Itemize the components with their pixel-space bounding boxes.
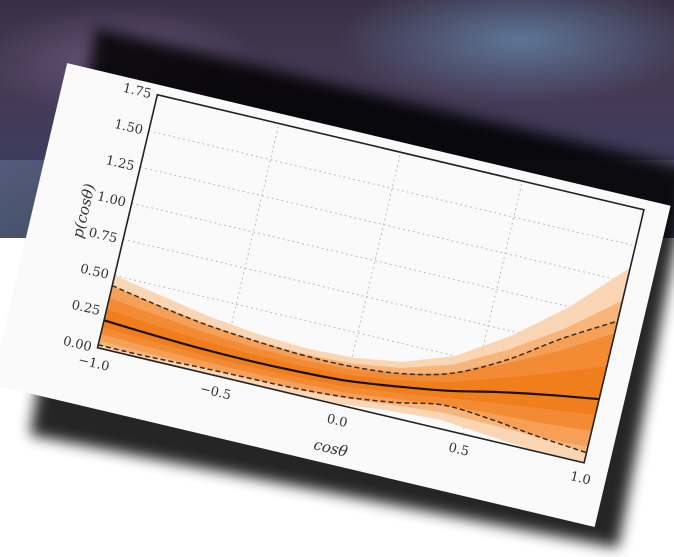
x-gridline <box>218 123 280 377</box>
x-tick-label: 0.0 <box>325 412 349 431</box>
y-tick-label: 0.50 <box>79 262 111 283</box>
x-gridline <box>340 152 402 406</box>
uncertainty-band <box>97 267 631 463</box>
plot-frame <box>96 93 645 464</box>
chart: 0.00 0.25 0.50 0.75 1.00 1.25 1.50 1.75 −1.0 −0.… <box>61 81 645 489</box>
upper-bound-line <box>111 284 618 376</box>
series-lines <box>98 284 618 454</box>
x-tick-label: −1.0 <box>77 353 111 375</box>
y-tick-label: 1.50 <box>113 117 145 138</box>
x-tick-label: 1.0 <box>569 469 593 488</box>
y-tick-label: 0.00 <box>61 334 93 355</box>
credible-band <box>98 285 618 453</box>
y-tick-label: 0.75 <box>87 225 119 246</box>
y-gridline <box>148 130 636 247</box>
y-tick-label: 0.25 <box>70 298 102 319</box>
lower-bound-line <box>98 344 587 454</box>
x-gridline <box>461 180 523 435</box>
x-tick-label: −0.5 <box>198 382 232 404</box>
inner-band-3 <box>102 309 607 416</box>
y-tick-label: 1.00 <box>96 189 128 210</box>
x-tick-labels: −1.0 −0.5 0.0 0.5 1.0 <box>77 353 592 489</box>
y-tick-labels: 0.00 0.25 0.50 0.75 1.00 1.25 1.50 1.75 <box>61 81 152 355</box>
y-tick-label: 1.25 <box>104 153 136 174</box>
median-line <box>103 319 600 401</box>
y-tick-label: 1.75 <box>121 81 153 102</box>
x-tick-label: 0.5 <box>447 440 471 459</box>
paper-sheet: 0.00 0.25 0.50 0.75 1.00 1.25 1.50 1.75 −1.0 −0.… <box>0 63 671 527</box>
